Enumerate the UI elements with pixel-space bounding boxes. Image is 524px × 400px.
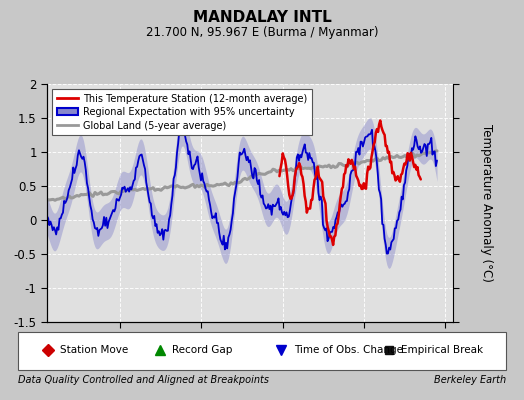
Text: Empirical Break: Empirical Break bbox=[401, 345, 483, 355]
Text: Record Gap: Record Gap bbox=[172, 345, 232, 355]
Text: Station Move: Station Move bbox=[60, 345, 128, 355]
Legend: This Temperature Station (12-month average), Regional Expectation with 95% uncer: This Temperature Station (12-month avera… bbox=[52, 89, 312, 135]
Y-axis label: Temperature Anomaly (°C): Temperature Anomaly (°C) bbox=[481, 124, 493, 282]
Text: Data Quality Controlled and Aligned at Breakpoints: Data Quality Controlled and Aligned at B… bbox=[18, 375, 269, 385]
Text: MANDALAY INTL: MANDALAY INTL bbox=[193, 10, 331, 25]
Text: Time of Obs. Change: Time of Obs. Change bbox=[293, 345, 402, 355]
Text: 21.700 N, 95.967 E (Burma / Myanmar): 21.700 N, 95.967 E (Burma / Myanmar) bbox=[146, 26, 378, 39]
Text: Berkeley Earth: Berkeley Earth bbox=[433, 375, 506, 385]
